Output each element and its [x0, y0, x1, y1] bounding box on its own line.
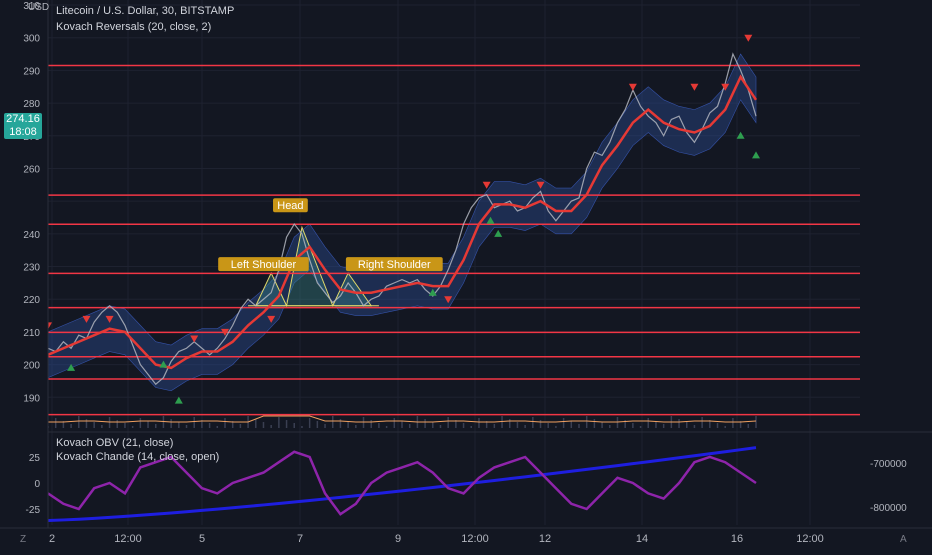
sell-signal-marker	[628, 83, 637, 91]
time-tick-label: 2	[49, 533, 55, 545]
bollinger-band	[47, 53, 757, 392]
zoom-button[interactable]: Z	[20, 534, 27, 545]
time-tick-label: 14	[636, 533, 648, 545]
annotation-label: Head	[277, 200, 303, 212]
time-tick-label: 12:00	[796, 533, 824, 545]
chande-line	[47, 450, 757, 516]
annotation-label: Left Shoulder	[231, 259, 297, 271]
time-tick-label: 12:00	[461, 533, 489, 545]
obv-legend[interactable]: Kovach OBV (21, close)	[56, 437, 174, 449]
time-tick-label: 12:00	[114, 533, 142, 545]
band-area	[47, 53, 757, 392]
pattern-annotations: Left Shoulder Head Right Shoulder	[218, 198, 443, 272]
price-line	[47, 52, 757, 386]
sell-signal-marker	[221, 328, 229, 336]
auto-scale-button[interactable]: A	[900, 534, 907, 545]
oscillator-tick-label: 0	[34, 479, 40, 490]
oscillator-tick-label: 25	[29, 453, 41, 464]
sell-signal-marker	[536, 181, 545, 189]
price-tick-label: 290	[23, 66, 40, 77]
buy-signal-marker	[752, 151, 760, 159]
buy-signal-marker	[486, 216, 495, 224]
price-axis-bg	[0, 0, 48, 528]
buy-signal-marker	[428, 288, 437, 296]
chande-legend[interactable]: Kovach Chande (14, close, open)	[56, 451, 220, 463]
obv-line	[47, 446, 757, 522]
sell-signal-marker	[190, 335, 199, 343]
buy-signal-marker	[159, 360, 168, 368]
currency-label[interactable]: USD	[28, 2, 50, 13]
price-series	[47, 52, 757, 386]
volume-average-line	[48, 415, 757, 423]
price-tick-label: 210	[23, 328, 40, 339]
sell-signal-marker	[721, 83, 730, 91]
price-tick-label: 280	[23, 99, 40, 110]
last-price-badge: 274.16 18:08	[4, 113, 42, 139]
obv-tick-label: -700000	[870, 459, 907, 470]
price-tick-label: 190	[23, 393, 40, 404]
time-tick-label: 5	[199, 533, 205, 545]
time-tick-label: 16	[731, 533, 743, 545]
volume-strip	[47, 415, 757, 428]
price-tick-label: 260	[23, 164, 40, 175]
sell-signal-marker	[105, 315, 114, 323]
oscillator-pane	[0, 431, 932, 522]
buy-signal-marker	[174, 396, 183, 404]
buy-signal-marker	[67, 363, 76, 371]
price-tick-label: 220	[23, 295, 40, 306]
indicator-legend[interactable]: Kovach Reversals (20, close, 2)	[56, 21, 212, 33]
symbol-title[interactable]: Litecoin / U.S. Dollar, 30, BITSTAMP	[56, 5, 235, 17]
price-tick-label: 200	[23, 361, 40, 372]
price-tick-label: 310	[23, 1, 40, 12]
annotation-box	[218, 257, 309, 272]
pattern-shape	[254, 225, 373, 308]
sell-signal-marker	[482, 181, 491, 189]
annotation-label: Right Shoulder	[358, 259, 431, 271]
price-tick-label: 230	[23, 263, 40, 274]
buy-signal-marker	[736, 131, 745, 139]
last-price-value: 274.16	[6, 113, 40, 125]
sell-signal-marker	[444, 296, 453, 304]
sell-signal-marker	[267, 315, 276, 323]
obv-tick-label: -800000	[870, 503, 907, 514]
countdown-value: 18:08	[9, 126, 37, 138]
buy-signal-marker	[494, 229, 503, 237]
sell-signal-marker	[744, 34, 753, 42]
sell-signal-marker	[690, 83, 699, 91]
time-tick-label: 7	[297, 533, 303, 545]
annotation-box	[273, 198, 308, 213]
time-tick-label: 9	[395, 533, 401, 545]
price-tick-label: 240	[23, 230, 40, 241]
sell-signal-marker	[82, 315, 91, 323]
price-tick-label: 300	[23, 34, 40, 45]
oscillator-tick-label: -25	[26, 505, 41, 516]
annotation-box	[345, 257, 443, 272]
time-tick-label: 12	[539, 533, 551, 545]
reversal-signals	[44, 34, 760, 404]
